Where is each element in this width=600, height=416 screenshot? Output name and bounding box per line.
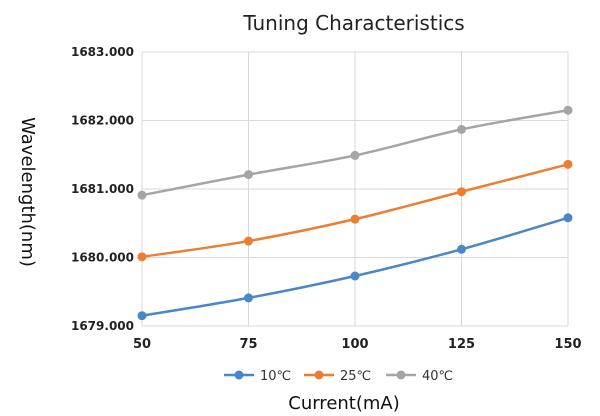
legend: 10℃ 25℃ 40℃ — [224, 369, 453, 384]
legend-marker-0 — [234, 370, 244, 380]
data-point-s2-1 — [244, 170, 253, 180]
data-point-s0-4 — [563, 213, 573, 223]
y-axis-title: Wavelength(nm) — [17, 117, 38, 267]
data-point-s0-1 — [244, 293, 253, 303]
y-tick-label-2: 1681.000 — [71, 182, 134, 196]
y-tick-labels: 1679.000 1680.000 1681.000 1682.000 1683.000 — [71, 45, 134, 333]
data-point-s1-0 — [137, 252, 147, 262]
legend-label-2: 40℃ — [422, 369, 453, 384]
data-point-s2-2 — [350, 150, 360, 160]
data-point-s2-4 — [563, 105, 573, 115]
x-tick-labels: 50 75 100 125 150 — [133, 337, 582, 352]
data-point-s2-3 — [457, 124, 466, 134]
data-point-s1-2 — [350, 214, 360, 224]
chart-title: Tuning Characteristics — [242, 11, 464, 35]
gridlines — [141, 51, 569, 327]
x-tick-label-0: 50 — [133, 337, 151, 352]
data-point-s1-3 — [457, 187, 466, 197]
legend-marker-1 — [314, 370, 324, 380]
x-tick-label-2: 100 — [341, 337, 368, 352]
data-point-s0-3 — [457, 244, 466, 254]
series-group — [137, 105, 573, 321]
data-point-s1-4 — [563, 159, 573, 169]
data-point-s0-0 — [137, 311, 147, 321]
y-tick-label-0: 1679.000 — [71, 319, 134, 333]
legend-marker-2 — [396, 370, 406, 380]
data-point-s0-2 — [350, 271, 360, 281]
data-point-s1-1 — [244, 236, 253, 246]
y-tick-label-1: 1680.000 — [71, 251, 134, 265]
legend-label-0: 10℃ — [260, 369, 291, 384]
x-axis-title: Current(mA) — [288, 393, 400, 414]
y-tick-label-4: 1683.000 — [71, 45, 134, 59]
x-tick-label-4: 150 — [554, 337, 581, 352]
x-tick-label-3: 125 — [448, 337, 475, 352]
data-point-s2-0 — [137, 190, 147, 200]
x-tick-label-1: 75 — [239, 337, 257, 352]
y-tick-label-3: 1682.000 — [71, 114, 134, 128]
legend-label-1: 25℃ — [340, 369, 371, 384]
